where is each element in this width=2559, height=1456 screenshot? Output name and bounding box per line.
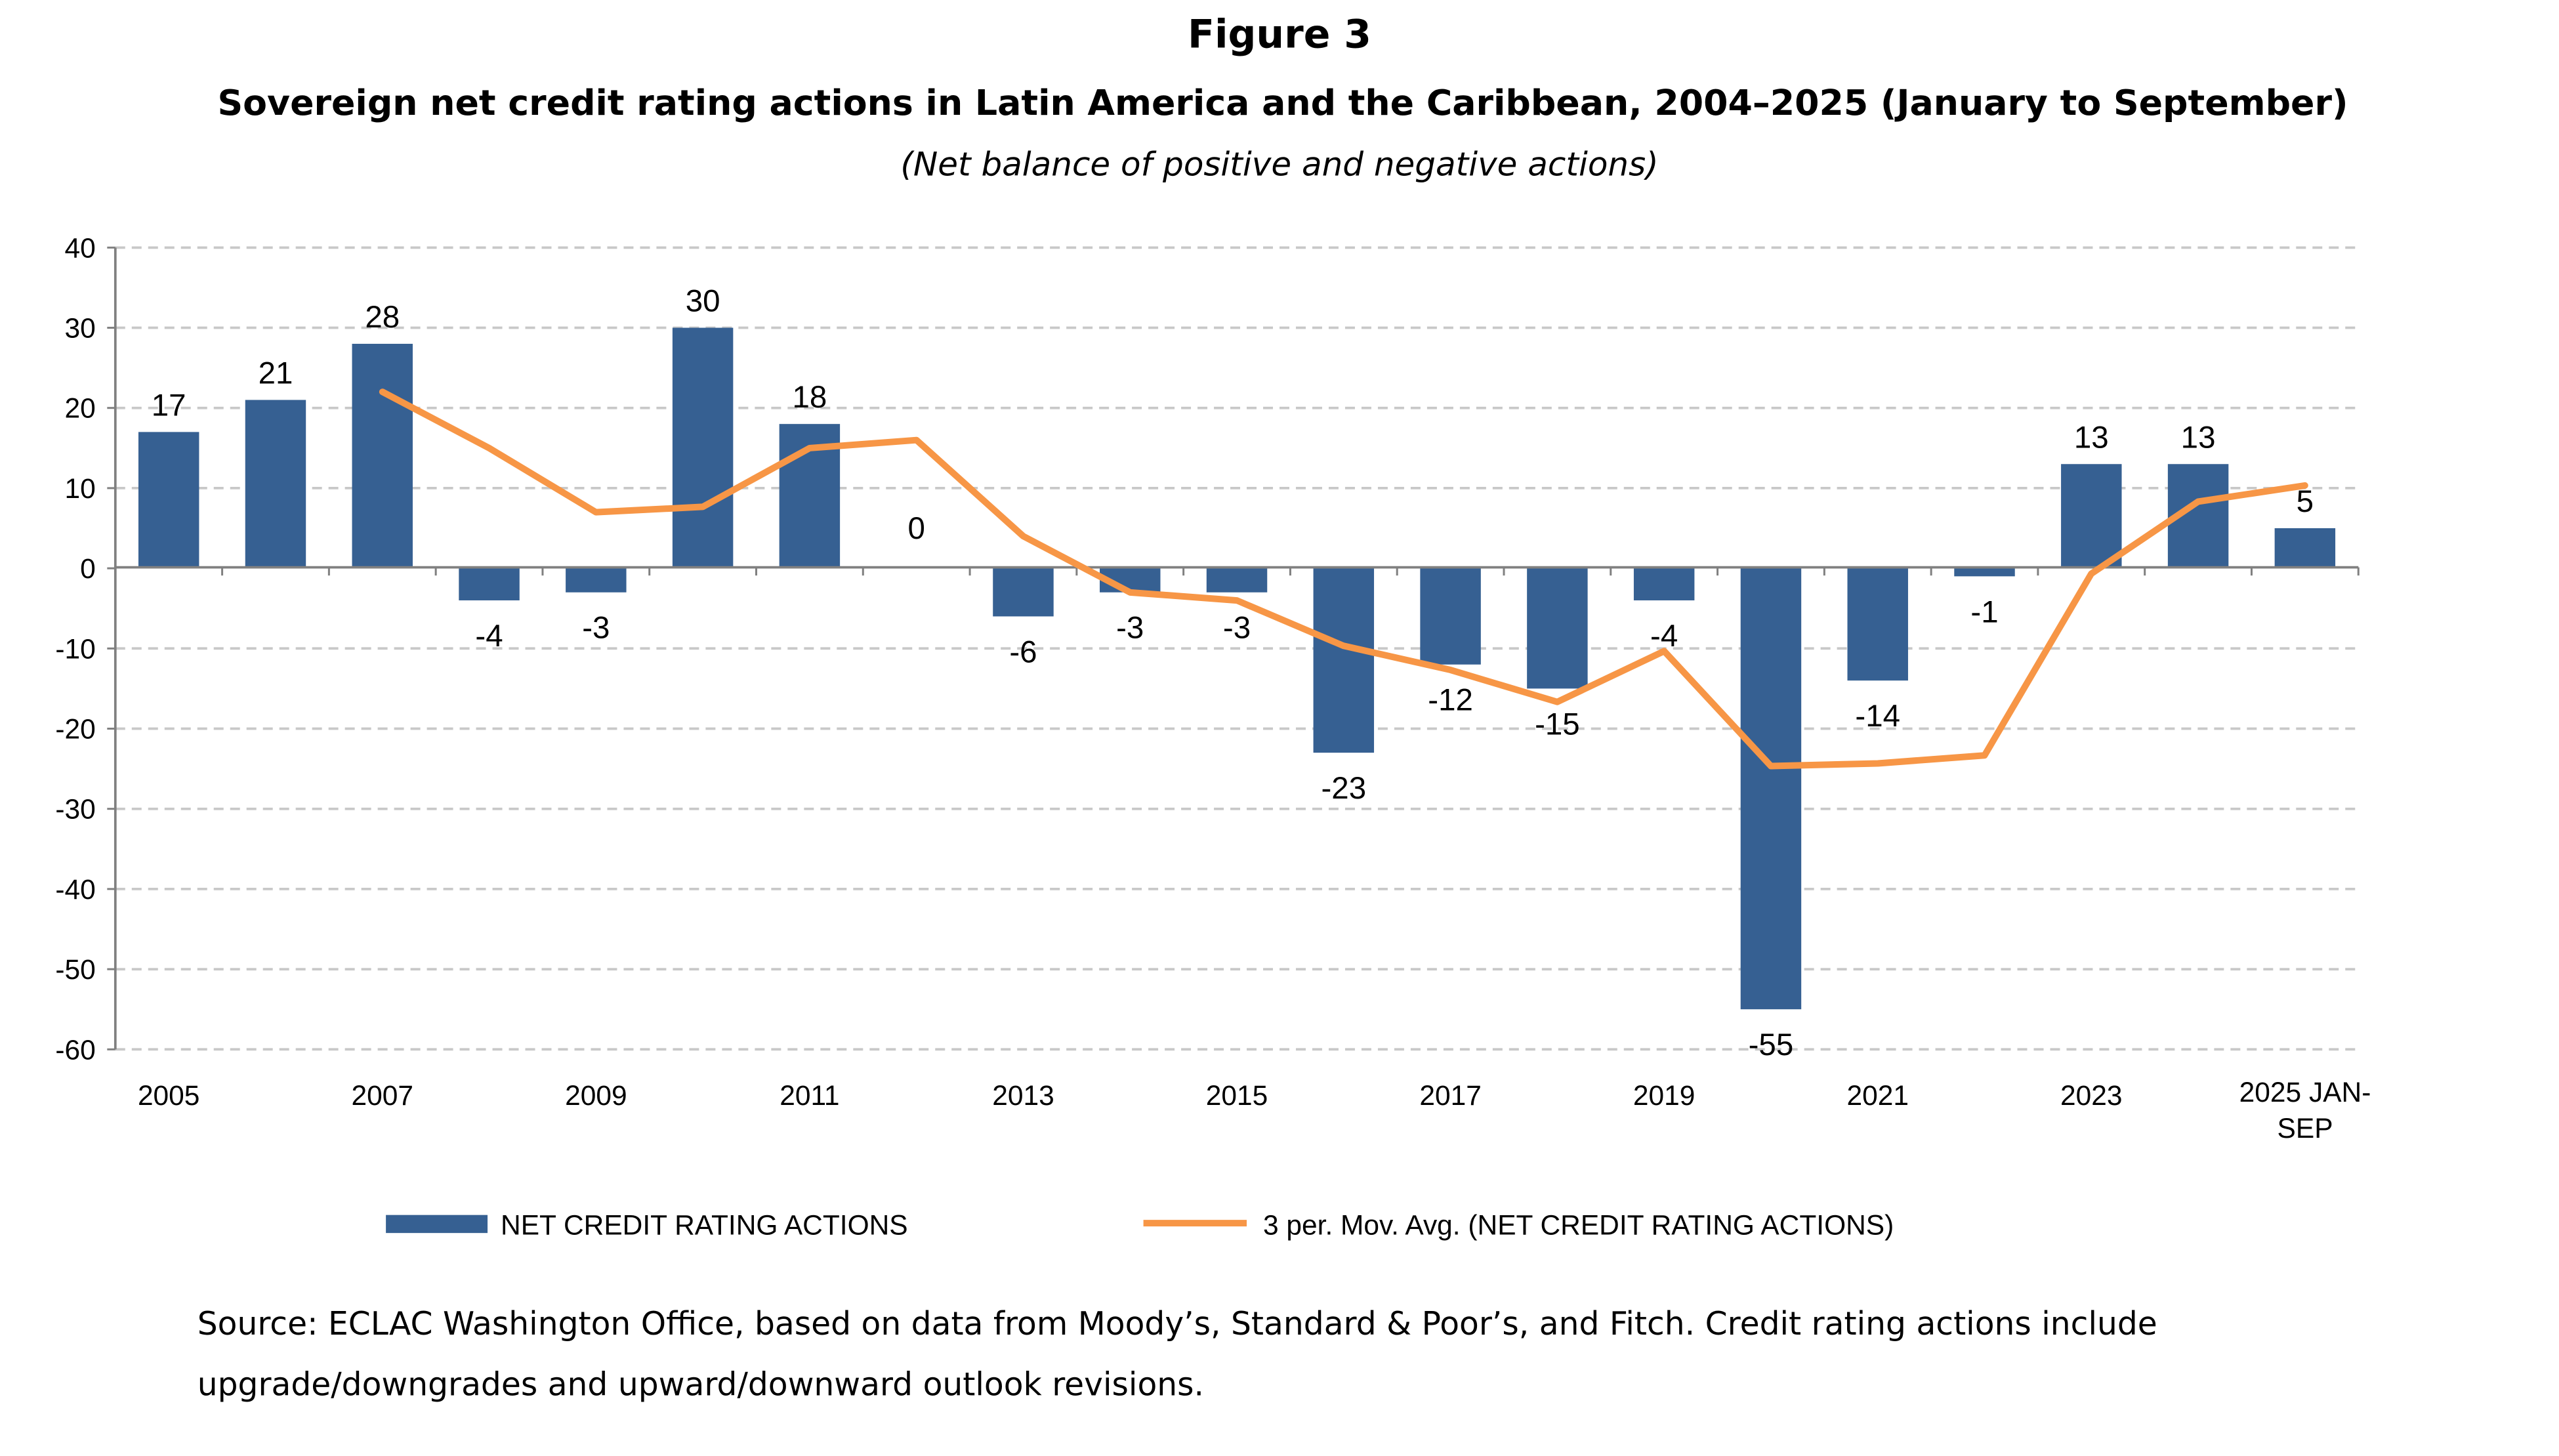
y-axis: 40 30 20 10 0 -10 -20 -30 -40 -50 -60 xyxy=(55,233,115,1066)
source-note-line2: upgrade/downgrades and upward/downward o… xyxy=(198,1367,1204,1404)
y-tick-label: 0 xyxy=(80,554,96,585)
y-tick-label: 20 xyxy=(65,394,96,425)
bar xyxy=(1206,568,1268,593)
y-tick-label: -20 xyxy=(55,714,95,745)
moving-average-line xyxy=(379,388,2308,770)
data-label: -4 xyxy=(1650,619,1678,654)
bar xyxy=(672,327,734,569)
data-label: -6 xyxy=(1009,634,1037,669)
data-label: -12 xyxy=(1428,683,1473,718)
x-tick-label: 2007 xyxy=(352,1081,413,1112)
figure-label: Figure 3 xyxy=(1188,11,1371,57)
data-label: -3 xyxy=(582,611,610,646)
data-label: -23 xyxy=(1321,771,1367,806)
legend-label-bar: NET CREDIT RATING ACTIONS xyxy=(501,1211,908,1241)
chart-subtitle: (Net balance of positive and negative ac… xyxy=(900,145,1658,183)
bar xyxy=(138,432,199,569)
x-tick-label: 2017 xyxy=(1419,1081,1481,1112)
data-label: -15 xyxy=(1535,707,1580,741)
data-label: 28 xyxy=(365,300,400,335)
bar xyxy=(1527,568,1588,689)
data-label: -4 xyxy=(475,619,503,654)
data-label: 30 xyxy=(686,284,720,319)
y-tick-label: -50 xyxy=(55,955,95,986)
bar xyxy=(2274,528,2336,569)
x-tick-label: 2019 xyxy=(1633,1081,1695,1112)
x-tick-label: 2011 xyxy=(780,1081,839,1112)
legend-label-line: 3 per. Mov. Avg. (NET CREDIT RATING ACTI… xyxy=(1263,1211,1894,1241)
bar xyxy=(245,400,306,569)
x-tick-label-last-wrapper: 2025 JAN-SEP xyxy=(2239,1077,2371,1145)
x-tick-label: 2021 xyxy=(1846,1081,1908,1112)
data-label: 13 xyxy=(2074,420,2109,455)
bar xyxy=(1740,568,1802,1010)
data-label: 5 xyxy=(2297,484,2314,519)
data-label: 21 xyxy=(259,356,293,391)
data-label: -14 xyxy=(1855,699,1900,734)
data-label: 13 xyxy=(2181,420,2216,455)
x-tick-label: 2025 JAN-SEP xyxy=(2239,1077,2371,1145)
x-axis: 2025 JAN-SEP 2005 2007 2009 2011 2013 2015 201… xyxy=(114,567,2371,1145)
data-label: 17 xyxy=(152,388,186,423)
bar xyxy=(1954,568,2015,577)
data-label: -3 xyxy=(1116,611,1144,646)
y-tick-label: 10 xyxy=(65,474,96,505)
bar xyxy=(1847,568,1908,681)
x-tick-label: 2013 xyxy=(992,1081,1054,1112)
bar xyxy=(993,568,1054,617)
data-label: 18 xyxy=(792,380,827,415)
y-tick-label: -40 xyxy=(55,875,95,905)
y-tick-label: 30 xyxy=(65,314,96,344)
x-tick-label: 2009 xyxy=(565,1081,627,1112)
data-label: 0 xyxy=(907,511,925,546)
bar xyxy=(1313,568,1375,753)
data-label: -1 xyxy=(1970,594,1998,629)
moving-average-series xyxy=(379,388,2308,770)
bar xyxy=(459,568,520,600)
data-label: -55 xyxy=(1749,1028,1794,1062)
legend: NET CREDIT RATING ACTIONS 3 per. Mov. Av… xyxy=(386,1211,1894,1241)
bar xyxy=(1420,568,1481,665)
x-tick-label: 2005 xyxy=(138,1081,199,1112)
bar-series xyxy=(138,327,2336,1010)
chart-title: Sovereign net credit rating actions in L… xyxy=(217,82,2348,123)
y-tick-label: -10 xyxy=(55,634,95,665)
x-tick-label: 2015 xyxy=(1206,1081,1268,1112)
legend-swatch-bar xyxy=(386,1215,488,1234)
bar xyxy=(352,343,413,569)
x-tick-label: 2023 xyxy=(2060,1081,2122,1112)
y-tick-label: -60 xyxy=(55,1035,95,1066)
gridlines xyxy=(115,246,2359,1051)
y-tick-label: 40 xyxy=(65,233,96,264)
source-note-line1: Source: ECLAC Washington Office, based o… xyxy=(198,1306,2157,1342)
bar xyxy=(566,568,627,593)
bar xyxy=(2061,464,2122,569)
data-label: -3 xyxy=(1223,611,1251,646)
y-tick-label: -30 xyxy=(55,795,95,825)
bar xyxy=(1633,568,1695,600)
